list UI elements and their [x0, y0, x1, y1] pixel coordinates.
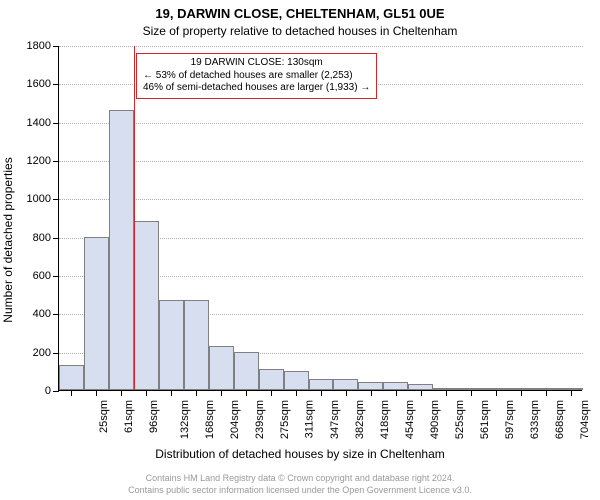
y-tick-label: 1400: [27, 117, 51, 129]
x-tick-label: 275sqm: [279, 400, 291, 439]
x-tick: [171, 390, 172, 396]
chart-title-line1: 19, DARWIN CLOSE, CHELTENHAM, GL51 0UE: [0, 6, 600, 21]
y-tick-label: 600: [33, 270, 51, 282]
x-tick: [321, 390, 322, 396]
x-tick: [121, 390, 122, 396]
grid-line: [59, 46, 583, 47]
plot-area: 02004006008001000120014001600180025sqm61…: [58, 46, 582, 391]
x-tick: [371, 390, 372, 396]
y-tick: [53, 276, 59, 277]
y-tick-label: 400: [33, 308, 51, 320]
x-tick-label: 490sqm: [429, 400, 441, 439]
grid-line: [59, 123, 583, 124]
x-tick-label: 561sqm: [479, 400, 491, 439]
x-axis-label: Distribution of detached houses by size …: [0, 447, 600, 461]
x-tick-label: 382sqm: [354, 400, 366, 439]
x-tick: [146, 390, 147, 396]
y-tick-label: 800: [33, 232, 51, 244]
x-tick-label: 347sqm: [329, 400, 341, 439]
histogram-bar: [159, 300, 184, 390]
y-tick-label: 1200: [27, 155, 51, 167]
x-tick: [421, 390, 422, 396]
y-tick: [53, 84, 59, 85]
histogram-bar: [284, 371, 309, 390]
y-tick: [53, 199, 59, 200]
histogram-bar: [134, 221, 159, 390]
x-tick: [396, 390, 397, 396]
x-tick: [471, 390, 472, 396]
histogram-bar: [259, 369, 284, 390]
x-tick-label: 61sqm: [123, 400, 135, 433]
x-tick: [271, 390, 272, 396]
chart-title-line2: Size of property relative to detached ho…: [0, 24, 600, 38]
y-axis-label: Number of detached properties: [1, 157, 15, 322]
y-tick-label: 1600: [27, 78, 51, 90]
annotation-line: 46% of semi-detached houses are larger (…: [143, 82, 370, 95]
x-tick: [296, 390, 297, 396]
x-tick-label: 704sqm: [579, 400, 591, 439]
footer-line2: Contains public sector information licen…: [0, 485, 600, 497]
x-tick: [546, 390, 547, 396]
x-tick-label: 239sqm: [254, 400, 266, 439]
x-tick: [571, 390, 572, 396]
y-tick: [53, 123, 59, 124]
y-tick-label: 0: [45, 385, 51, 397]
grid-line: [59, 199, 583, 200]
histogram-bar: [59, 365, 84, 390]
reference-line: [134, 46, 135, 390]
x-tick-label: 454sqm: [404, 400, 416, 439]
x-tick-label: 168sqm: [204, 400, 216, 439]
y-tick: [53, 353, 59, 354]
x-tick-label: 418sqm: [379, 400, 391, 439]
x-tick: [221, 390, 222, 396]
annotation-box: 19 DARWIN CLOSE: 130sqm← 53% of detached…: [136, 53, 377, 99]
x-tick-label: 525sqm: [454, 400, 466, 439]
x-tick: [246, 390, 247, 396]
annotation-line: 19 DARWIN CLOSE: 130sqm: [143, 57, 370, 70]
x-tick-label: 132sqm: [179, 400, 191, 439]
y-tick: [53, 46, 59, 47]
x-tick-label: 311sqm: [303, 400, 315, 438]
footer-attribution: Contains HM Land Registry data © Crown c…: [0, 473, 600, 496]
x-tick-label: 633sqm: [529, 400, 541, 439]
histogram-bar: [234, 352, 259, 390]
footer-line1: Contains HM Land Registry data © Crown c…: [0, 473, 600, 485]
x-tick-label: 668sqm: [554, 400, 566, 439]
x-tick: [346, 390, 347, 396]
histogram-bar: [184, 300, 209, 390]
y-tick-label: 1800: [27, 40, 51, 52]
x-tick: [496, 390, 497, 396]
property-size-chart: 19, DARWIN CLOSE, CHELTENHAM, GL51 0UE S…: [0, 0, 600, 500]
y-tick: [53, 238, 59, 239]
x-tick-label: 96sqm: [148, 400, 160, 433]
annotation-line: ← 53% of detached houses are smaller (2,…: [143, 70, 370, 83]
x-tick-label: 597sqm: [504, 400, 516, 439]
x-tick: [71, 390, 72, 396]
y-tick: [53, 161, 59, 162]
histogram-bar: [358, 382, 383, 390]
x-tick: [96, 390, 97, 396]
x-tick-label: 204sqm: [229, 400, 241, 439]
y-tick-label: 200: [33, 347, 51, 359]
histogram-bar: [333, 379, 358, 391]
y-tick: [53, 314, 59, 315]
histogram-bar: [309, 379, 334, 391]
y-tick-label: 1000: [27, 193, 51, 205]
grid-line: [59, 161, 583, 162]
histogram-bar: [383, 382, 408, 390]
histogram-bar: [109, 110, 134, 390]
x-tick-label: 25sqm: [99, 400, 111, 433]
y-tick: [53, 391, 59, 392]
histogram-bar: [209, 346, 234, 390]
x-tick: [196, 390, 197, 396]
histogram-bar: [84, 237, 109, 390]
x-tick: [446, 390, 447, 396]
x-tick: [521, 390, 522, 396]
